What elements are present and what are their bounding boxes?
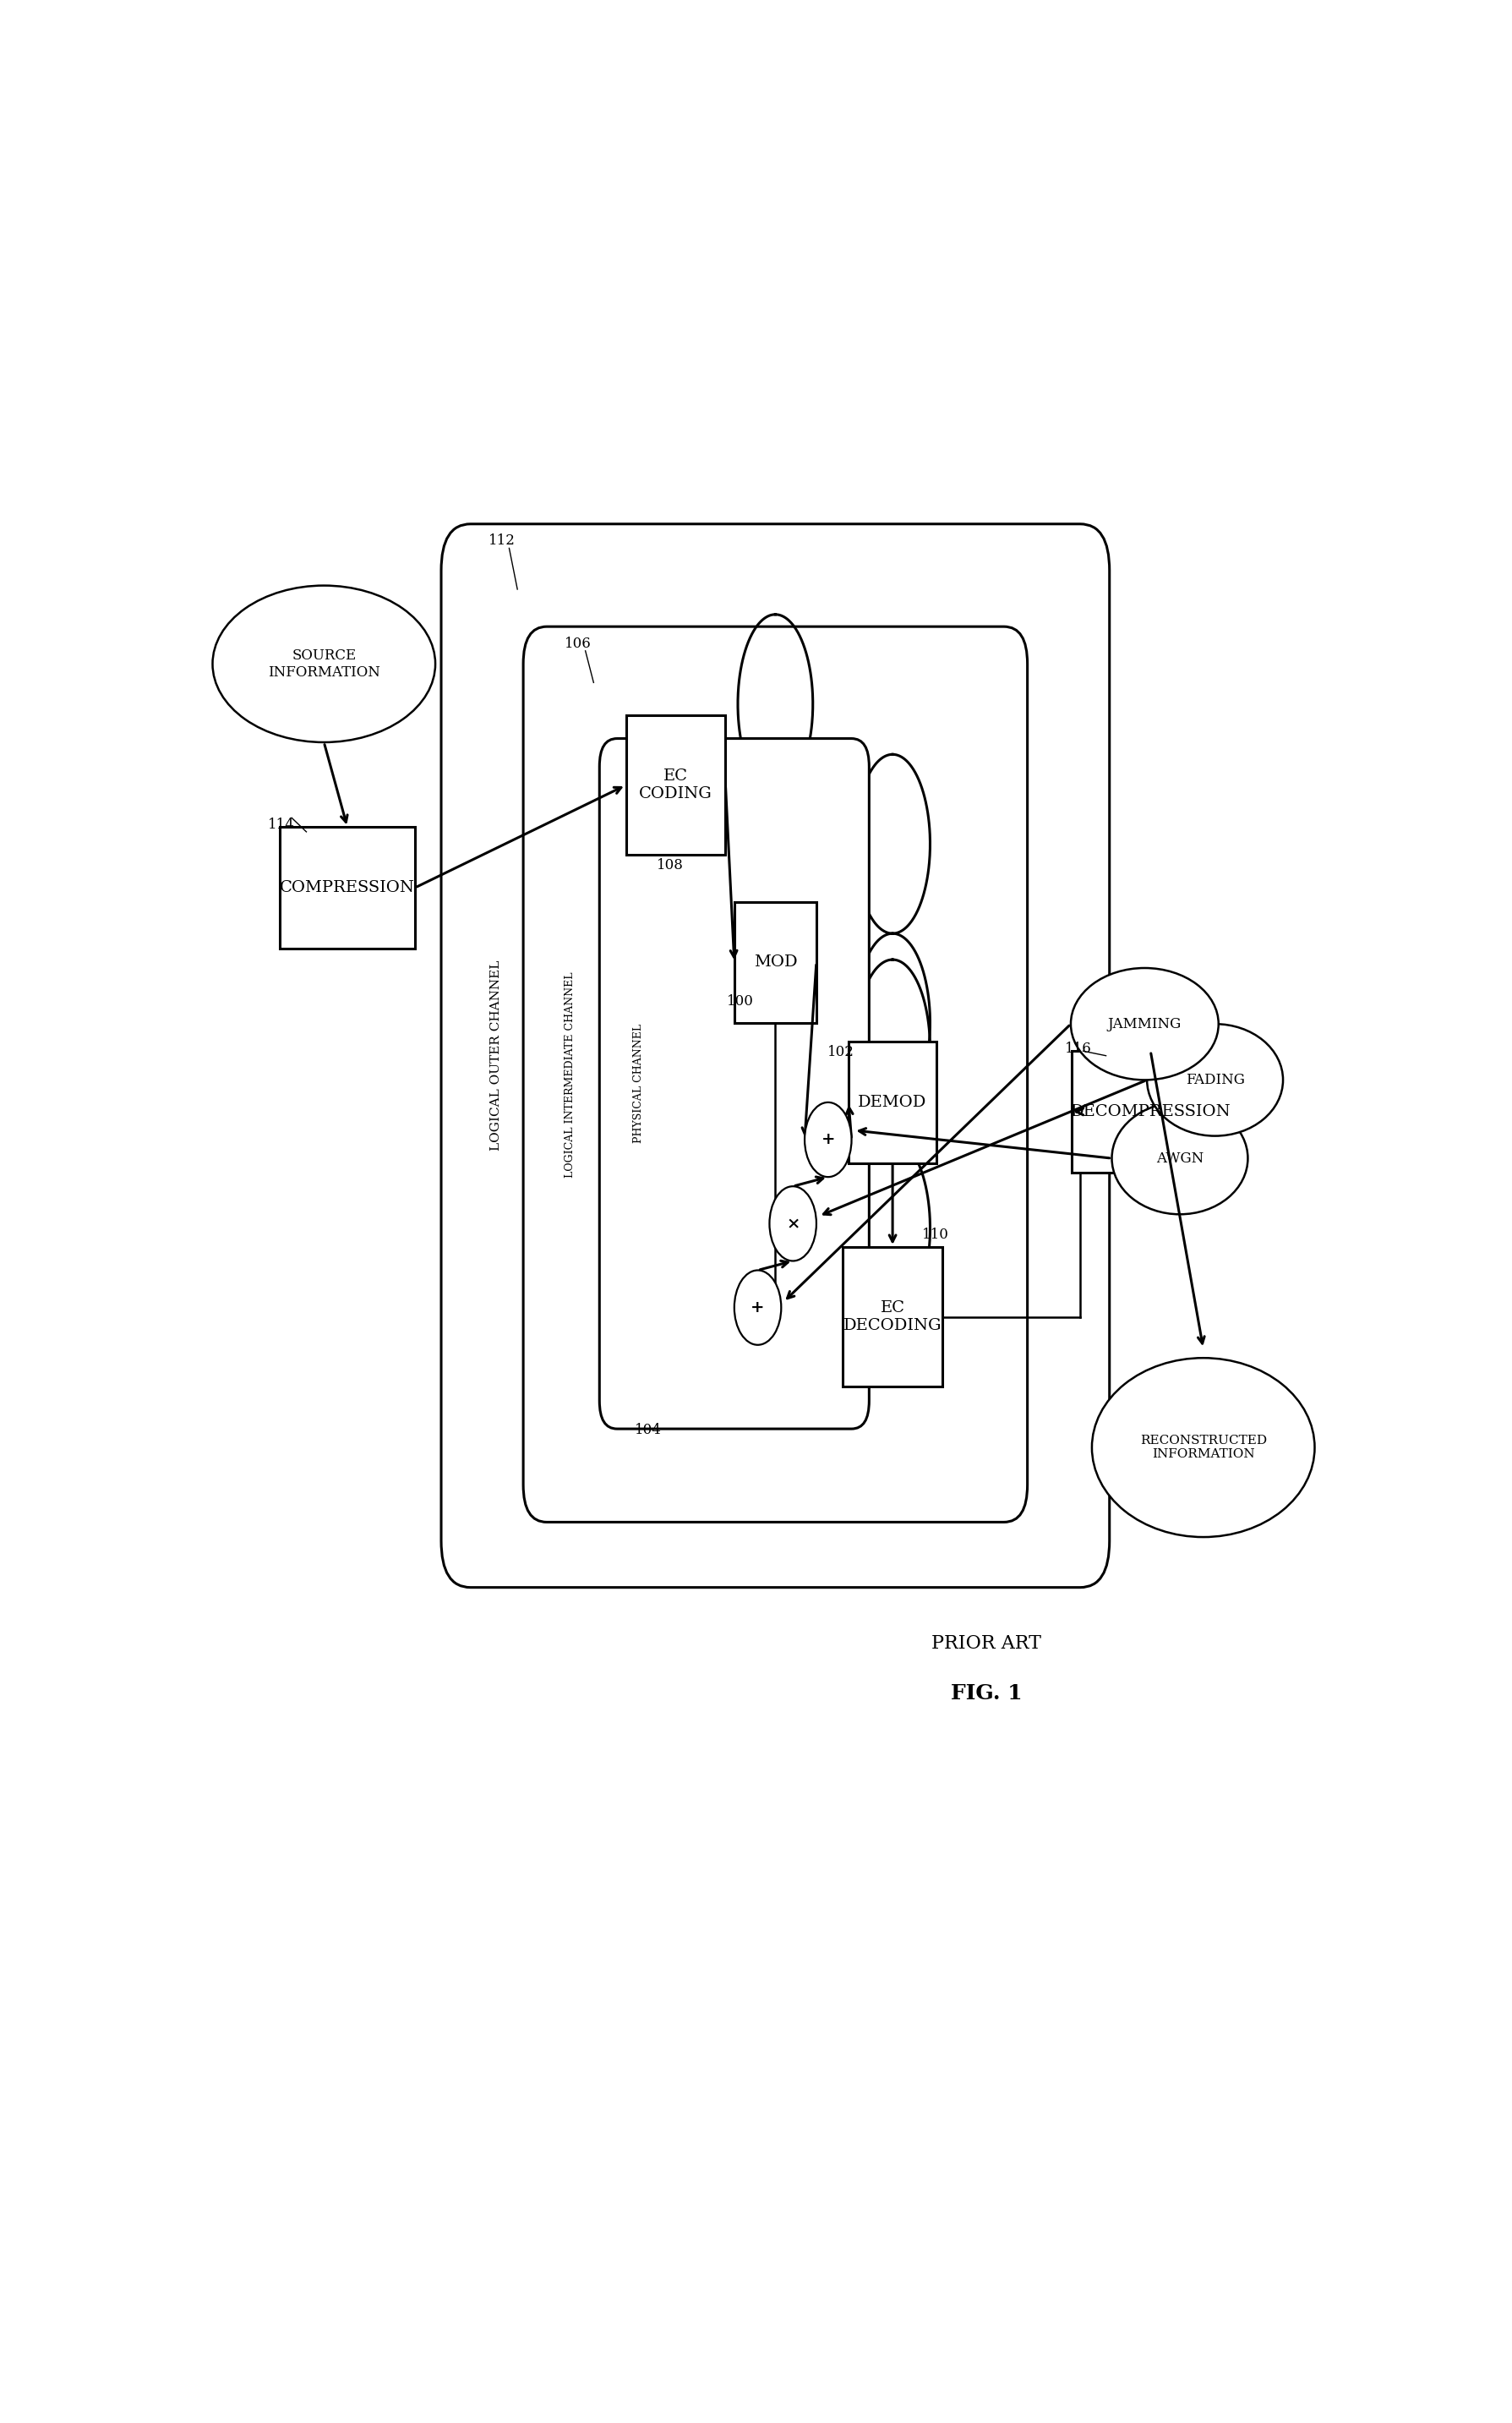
Text: SOURCE
INFORMATION: SOURCE INFORMATION	[268, 649, 380, 678]
Text: 110: 110	[921, 1228, 948, 1243]
Text: PRIOR ART: PRIOR ART	[931, 1633, 1040, 1652]
Text: 112: 112	[488, 533, 514, 548]
Text: LOGICAL INTERMEDIATE CHANNEL: LOGICAL INTERMEDIATE CHANNEL	[564, 972, 576, 1178]
Text: MOD: MOD	[753, 955, 797, 969]
Text: 108: 108	[656, 858, 683, 872]
Text: ×: ×	[786, 1216, 800, 1231]
Circle shape	[770, 1187, 816, 1260]
Text: +: +	[750, 1301, 764, 1316]
Text: LOGICAL OUTER CHANNEL: LOGICAL OUTER CHANNEL	[490, 960, 502, 1151]
Text: FADING: FADING	[1185, 1073, 1244, 1088]
Text: DECOMPRESSION: DECOMPRESSION	[1070, 1105, 1229, 1119]
Text: 102: 102	[827, 1044, 853, 1059]
Text: EC
DECODING: EC DECODING	[842, 1301, 942, 1333]
Text: 114: 114	[268, 817, 295, 831]
Circle shape	[733, 1270, 780, 1345]
Circle shape	[804, 1102, 851, 1178]
Text: DEMOD: DEMOD	[857, 1095, 927, 1110]
FancyBboxPatch shape	[848, 1042, 936, 1163]
FancyBboxPatch shape	[842, 1248, 942, 1386]
FancyBboxPatch shape	[523, 628, 1027, 1522]
Ellipse shape	[1146, 1025, 1282, 1136]
FancyBboxPatch shape	[280, 826, 414, 947]
FancyBboxPatch shape	[1070, 1052, 1229, 1173]
Text: FIG. 1: FIG. 1	[950, 1684, 1022, 1703]
Text: JAMMING: JAMMING	[1107, 1018, 1181, 1032]
FancyBboxPatch shape	[599, 739, 868, 1430]
FancyBboxPatch shape	[626, 715, 726, 855]
Text: AWGN: AWGN	[1155, 1151, 1204, 1165]
Text: EC
CODING: EC CODING	[638, 768, 712, 802]
Text: PHYSICAL CHANNEL: PHYSICAL CHANNEL	[632, 1025, 643, 1144]
Text: 104: 104	[635, 1422, 661, 1437]
Text: RECONSTRUCTED
INFORMATION: RECONSTRUCTED INFORMATION	[1139, 1434, 1266, 1461]
Ellipse shape	[1092, 1357, 1314, 1536]
Text: 106: 106	[564, 637, 591, 652]
Text: 100: 100	[726, 993, 753, 1008]
Text: 116: 116	[1064, 1042, 1092, 1056]
Text: COMPRESSION: COMPRESSION	[280, 880, 414, 897]
FancyBboxPatch shape	[442, 523, 1108, 1587]
Ellipse shape	[1111, 1102, 1247, 1214]
Text: +: +	[821, 1132, 835, 1146]
Ellipse shape	[1070, 969, 1217, 1081]
Ellipse shape	[212, 586, 435, 741]
FancyBboxPatch shape	[733, 901, 816, 1023]
